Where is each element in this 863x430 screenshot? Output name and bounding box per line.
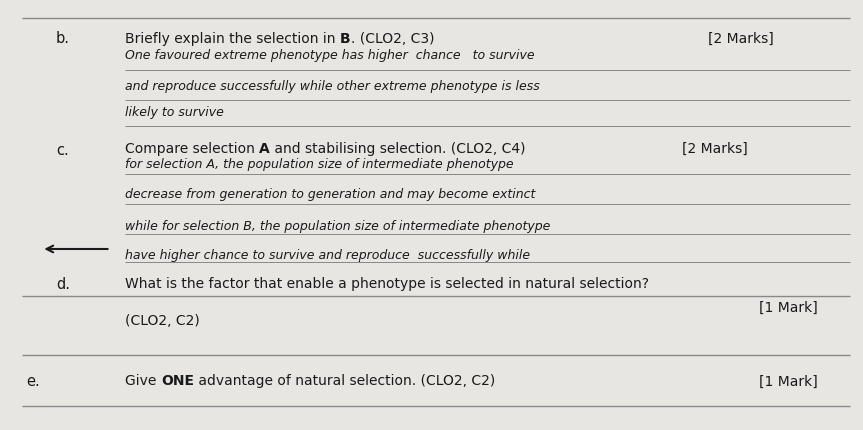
Text: [2 Marks]: [2 Marks] bbox=[682, 141, 747, 155]
Text: while for selection B, the population size of intermediate phenotype: while for selection B, the population si… bbox=[125, 219, 551, 232]
Text: Briefly explain the selection in: Briefly explain the selection in bbox=[125, 32, 340, 46]
Text: likely to survive: likely to survive bbox=[125, 106, 224, 119]
Text: . (CLO2, C3): . (CLO2, C3) bbox=[350, 32, 434, 46]
Text: and reproduce successfully while other extreme phenotype is less: and reproduce successfully while other e… bbox=[125, 80, 540, 92]
Text: c.: c. bbox=[56, 143, 69, 158]
Text: and stabilising selection. (CLO2, C4): and stabilising selection. (CLO2, C4) bbox=[270, 141, 526, 155]
Text: Compare selection: Compare selection bbox=[125, 141, 260, 155]
Text: What is the factor that enable a phenotype is selected in natural selection?: What is the factor that enable a phenoty… bbox=[125, 277, 649, 291]
Text: have higher chance to survive and reproduce  successfully while: have higher chance to survive and reprod… bbox=[125, 248, 530, 261]
Text: B: B bbox=[340, 32, 350, 46]
Text: ONE: ONE bbox=[161, 374, 194, 387]
Text: d.: d. bbox=[56, 276, 70, 291]
Text: e.: e. bbox=[26, 373, 40, 388]
Text: decrease from generation to generation and may become extinct: decrease from generation to generation a… bbox=[125, 188, 536, 201]
Text: (CLO2, C2): (CLO2, C2) bbox=[125, 313, 200, 327]
Text: A: A bbox=[260, 141, 270, 155]
Text: [2 Marks]: [2 Marks] bbox=[708, 32, 773, 46]
Text: [1 Mark]: [1 Mark] bbox=[759, 374, 818, 387]
Text: advantage of natural selection. (CLO2, C2): advantage of natural selection. (CLO2, C… bbox=[194, 374, 495, 387]
Text: One favoured extreme phenotype has higher  chance   to survive: One favoured extreme phenotype has highe… bbox=[125, 49, 535, 61]
Text: [1 Mark]: [1 Mark] bbox=[759, 301, 818, 314]
Text: Give: Give bbox=[125, 374, 161, 387]
Text: for selection A, the population size of intermediate phenotype: for selection A, the population size of … bbox=[125, 158, 513, 171]
Text: b.: b. bbox=[56, 31, 70, 46]
